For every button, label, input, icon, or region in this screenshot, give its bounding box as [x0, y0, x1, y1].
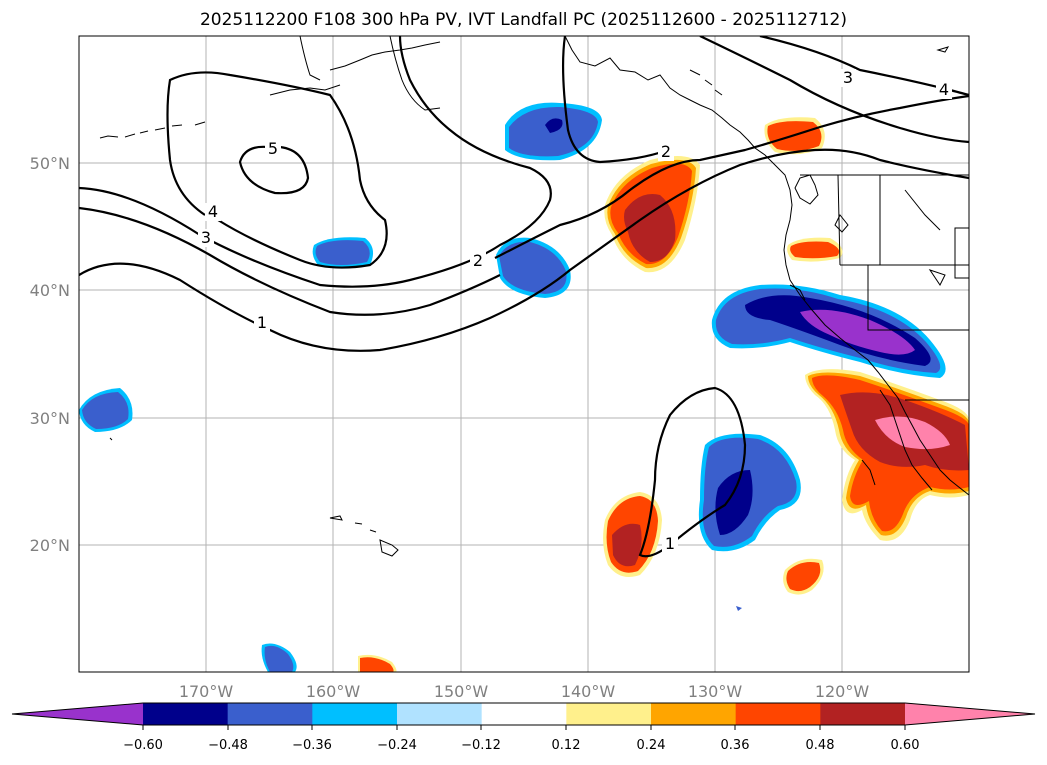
contour-label-3: 3	[198, 228, 214, 247]
positive-anomaly-blob-baja	[805, 369, 969, 541]
contour-label-2-text: 2	[473, 251, 483, 270]
contour-label-2: 2	[470, 251, 486, 270]
lon-label-150w: 150°W	[434, 682, 489, 701]
pv-contour-3b	[699, 36, 969, 144]
lat-label-50n: 50°N	[30, 154, 70, 173]
contour-labels: 5 4 3 2 1 2 1 3 4	[198, 68, 952, 553]
negative-anomaly-blob-hawaii-east	[698, 433, 801, 552]
positive-anomaly-blob-south-edge	[358, 654, 397, 672]
cbar-label-3: −0.24	[377, 738, 417, 753]
contour-label-4-east-text: 4	[939, 80, 949, 99]
latitude-labels: 50°N 40°N 30°N 20°N	[30, 154, 70, 555]
map-frame	[78, 35, 970, 673]
negative-anomaly-blob-central-pacific	[312, 237, 374, 269]
colorbar-tick-labels: −0.60 −0.48 −0.36 −0.24 −0.12 0.12 0.24 …	[123, 738, 919, 753]
cbar-label-4: −0.12	[461, 738, 501, 753]
cbar-label-6: 0.24	[637, 738, 666, 753]
contour-label-2-north: 2	[658, 142, 674, 161]
pv-contour-5	[238, 145, 310, 195]
colorbar-ticks	[142, 725, 906, 730]
coastlines	[99, 36, 969, 557]
positive-anomaly-blob-oregon	[787, 237, 843, 262]
negative-anomaly-blob-gulf-alaska	[505, 102, 602, 161]
contour-label-3-text: 3	[201, 228, 211, 247]
cbar-label-7: 0.36	[721, 738, 750, 753]
contour-label-1-text: 1	[257, 313, 267, 332]
colorbar-swatch-6	[651, 703, 737, 725]
longitude-labels: 170°W 160°W 150°W 140°W 130°W 120°W	[179, 682, 870, 701]
pv-contour-3	[79, 36, 552, 288]
negative-anomaly-blob-west-edge	[79, 388, 133, 432]
pv-contours	[79, 36, 969, 558]
colorbar-swatch-4	[481, 703, 567, 725]
pv-contour-2a	[561, 36, 669, 164]
lon-label-140w: 140°W	[561, 682, 616, 701]
cbar-label-5: 0.12	[552, 738, 581, 753]
cbar-label-0: −0.60	[123, 738, 163, 753]
contour-label-4-east: 4	[936, 80, 952, 99]
contour-label-5-text: 5	[268, 139, 278, 158]
pv-contour-1a	[638, 386, 747, 558]
lat-label-40n: 40°N	[30, 281, 70, 300]
pv-contour-4b	[759, 36, 969, 97]
lon-label-170w: 170°W	[179, 682, 234, 701]
colorbar-swatch-7	[735, 703, 821, 725]
cbar-label-8: 0.48	[806, 738, 835, 753]
colorbar-swatch-3	[397, 703, 483, 725]
contour-label-3-east-text: 3	[843, 68, 853, 87]
negative-anomaly-blob-california	[711, 284, 946, 378]
contour-label-4: 4	[205, 202, 221, 221]
cbar-label-9: 0.60	[891, 738, 920, 753]
positive-anomaly-blob-small-south	[783, 558, 824, 595]
colorbar-swatch-2	[312, 703, 398, 725]
contour-label-1-south-text: 1	[665, 534, 675, 553]
cbar-label-1: −0.48	[208, 738, 248, 753]
map-title: 2025112200 F108 300 hPa PV, IVT Landfall…	[199, 10, 847, 30]
pv-contour-2b	[79, 94, 969, 316]
negative-anomaly-blob-south	[261, 643, 297, 672]
cbar-label-2: −0.36	[292, 738, 332, 753]
colorbar-swatch-0	[143, 703, 229, 725]
negative-anomaly-speck	[736, 606, 742, 611]
pv-contour-4	[166, 71, 388, 269]
contour-label-3-east: 3	[840, 68, 856, 87]
lon-label-160w: 160°W	[306, 682, 361, 701]
contour-label-1-south: 1	[662, 534, 678, 553]
colorbar-swatch-5	[566, 703, 652, 725]
lat-label-20n: 20°N	[30, 536, 70, 555]
colorbar-swatches	[12, 703, 1035, 725]
contour-label-2-north-text: 2	[661, 142, 671, 161]
contour-label-4-text: 4	[208, 202, 218, 221]
lon-label-120w: 120°W	[815, 682, 870, 701]
lon-label-130w: 130°W	[688, 682, 743, 701]
pv-contour-1b	[79, 148, 969, 352]
colorbar-extend-low	[12, 703, 143, 725]
colorbar-swatch-8	[820, 703, 906, 725]
lat-label-30n: 30°N	[30, 409, 70, 428]
colorbar-swatch-1	[227, 703, 313, 725]
colorbar-extend-high	[905, 703, 1035, 725]
contour-label-5: 5	[265, 139, 281, 158]
colorbar: −0.60 −0.48 −0.36 −0.24 −0.12 0.12 0.24 …	[11, 702, 1036, 753]
contour-label-1: 1	[254, 313, 270, 332]
